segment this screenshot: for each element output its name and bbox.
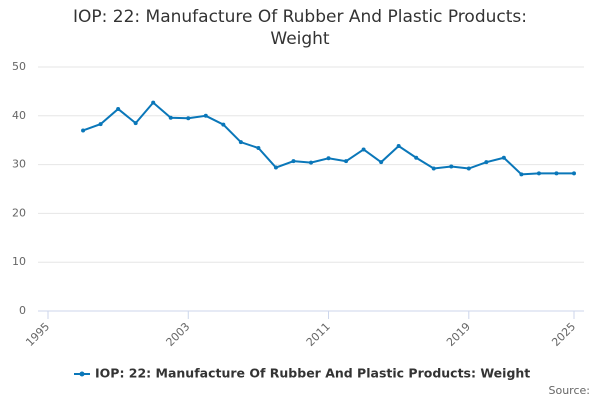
x-tick-label: 2003 — [164, 320, 193, 349]
y-tick-label: 50 — [12, 60, 26, 73]
y-tick-label: 30 — [12, 158, 26, 171]
chart-title: IOP: 22: Manufacture Of Rubber And Plast… — [73, 7, 527, 49]
data-point — [431, 166, 436, 171]
data-point — [151, 100, 156, 105]
data-point — [326, 156, 331, 161]
data-point — [221, 122, 226, 127]
data-point — [414, 155, 419, 160]
y-tick-label: 0 — [19, 304, 26, 317]
data-point — [309, 160, 313, 165]
data-point — [519, 172, 524, 177]
data-point — [291, 159, 296, 164]
data-point — [572, 171, 576, 176]
data-point — [81, 128, 86, 133]
x-tick-label: 1995 — [23, 320, 52, 349]
data-point — [238, 140, 243, 145]
data-point — [133, 121, 138, 126]
x-tick-label: 2011 — [304, 320, 333, 349]
series-line — [82, 101, 574, 176]
y-tick-label: 40 — [12, 109, 26, 122]
data-point — [536, 171, 541, 176]
legend-marker — [79, 371, 85, 377]
x-tick-label: 2019 — [444, 320, 473, 349]
data-point — [98, 122, 103, 127]
data-point — [466, 166, 471, 171]
data-point — [361, 147, 366, 152]
x-tick-label: 2025 — [549, 320, 578, 349]
data-point — [449, 164, 454, 169]
data-point — [344, 159, 349, 164]
data-point — [484, 160, 489, 165]
legend-label: IOP: 22: Manufacture Of Rubber And Plast… — [95, 366, 530, 381]
data-point — [554, 171, 559, 176]
data-point — [186, 116, 191, 121]
y-tick-label: 10 — [12, 255, 26, 268]
data-point — [116, 106, 121, 111]
data-point — [203, 113, 208, 118]
y-tick-label: 20 — [12, 206, 26, 219]
data-point — [379, 160, 384, 165]
data-point — [273, 165, 278, 170]
data-point — [396, 144, 401, 149]
data-point — [256, 146, 261, 151]
data-point — [501, 155, 506, 160]
data-point — [168, 115, 173, 120]
source: Source: — [549, 384, 591, 397]
